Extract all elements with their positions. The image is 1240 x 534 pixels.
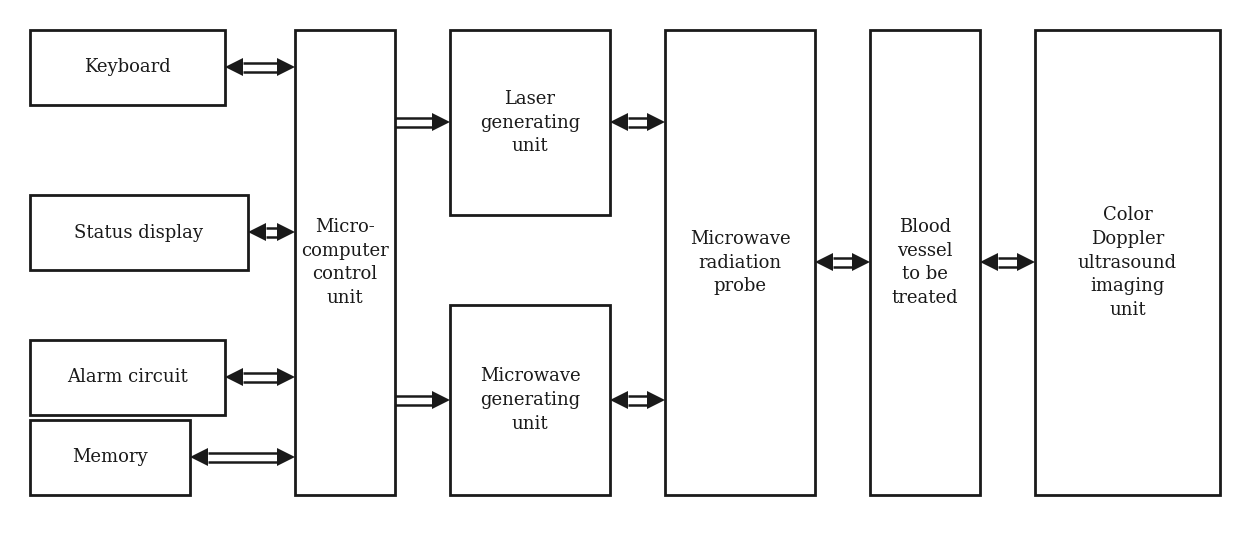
Polygon shape	[647, 391, 665, 409]
Polygon shape	[224, 368, 243, 386]
Bar	[870, 30, 980, 495]
Polygon shape	[277, 223, 295, 241]
Bar	[295, 30, 396, 495]
Text: Microwave
generating
unit: Microwave generating unit	[480, 367, 580, 433]
Text: Laser
generating
unit: Laser generating unit	[480, 90, 580, 155]
Polygon shape	[432, 113, 450, 131]
Bar	[450, 305, 610, 495]
Polygon shape	[277, 58, 295, 76]
Polygon shape	[1017, 253, 1035, 271]
Polygon shape	[190, 448, 208, 466]
Polygon shape	[432, 391, 450, 409]
Polygon shape	[248, 223, 267, 241]
Polygon shape	[647, 113, 665, 131]
Polygon shape	[277, 448, 295, 466]
Bar	[450, 30, 610, 215]
Bar	[30, 420, 190, 495]
Bar	[1035, 30, 1220, 495]
Text: Color
Doppler
ultrasound
imaging
unit: Color Doppler ultrasound imaging unit	[1078, 206, 1177, 319]
Bar	[30, 195, 248, 270]
Text: Memory: Memory	[72, 449, 148, 467]
Polygon shape	[815, 253, 833, 271]
Polygon shape	[852, 253, 870, 271]
Bar	[30, 340, 224, 415]
Text: Status display: Status display	[74, 224, 203, 241]
Polygon shape	[277, 368, 295, 386]
Polygon shape	[224, 58, 243, 76]
Polygon shape	[980, 253, 998, 271]
Text: Microwave
radiation
probe: Microwave radiation probe	[689, 230, 790, 295]
Polygon shape	[610, 391, 627, 409]
Bar	[665, 30, 815, 495]
Text: Keyboard: Keyboard	[84, 59, 171, 76]
Polygon shape	[610, 113, 627, 131]
Text: Blood
vessel
to be
treated: Blood vessel to be treated	[892, 218, 959, 307]
Text: Micro-
computer
control
unit: Micro- computer control unit	[301, 218, 389, 307]
Bar	[30, 30, 224, 105]
Text: Alarm circuit: Alarm circuit	[67, 368, 188, 387]
